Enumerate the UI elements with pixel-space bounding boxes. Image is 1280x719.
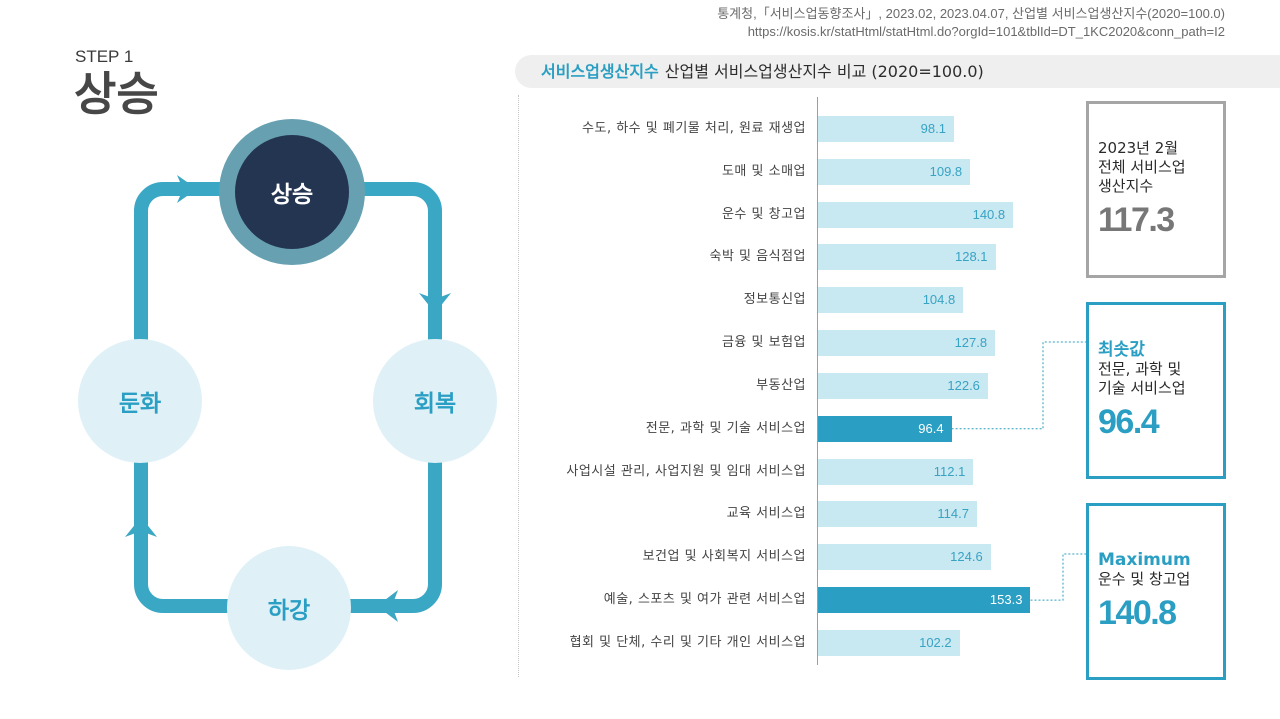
summary-card-maximum: Maximum 운수 및 창고업 140.8 — [1086, 503, 1226, 680]
category-label: 예술, 스포츠 및 여가 관련 서비스업 — [603, 592, 806, 608]
bar: 128.1 — [818, 244, 996, 271]
bar: 112.1 — [818, 458, 974, 485]
card-line: 전문, 과학 및 — [1098, 359, 1182, 378]
cycle-arrow-left-icon — [377, 590, 398, 622]
cycle-node-recovery: 회복 — [373, 339, 497, 463]
cycle-node-label: 둔화 — [118, 391, 162, 417]
cycle-node-label: 상승 — [270, 182, 314, 208]
bar: 104.8 — [818, 287, 964, 314]
dotted-divider — [518, 95, 519, 677]
bar: 140.8 — [818, 201, 1014, 228]
bar-chart: 수도, 하수 및 폐기물 처리, 원료 재생업 98.1 도매 및 소매업 109.8… — [520, 95, 1080, 675]
summary-card-overall: 2023년 2월 전체 서비스업 생산지수 117.3 — [1086, 101, 1226, 278]
bar-value-label: 124.6 — [950, 549, 983, 565]
bar: 98.1 — [818, 116, 954, 142]
bar-value-label: 112.1 — [933, 463, 966, 479]
chart-axis-line — [817, 97, 818, 665]
bar-highlighted: 153.3 — [818, 587, 1031, 614]
cycle-node-rise: 상승 — [219, 119, 365, 265]
step-heading: 상승 — [74, 67, 159, 121]
card-value: 140.8 — [1098, 594, 1177, 632]
chart-title-bar: 서비스업생산지수 산업별 서비스업생산지수 비교 (2020=100.0) — [515, 55, 1280, 88]
category-label: 숙박 및 음식점업 — [709, 249, 806, 265]
cycle-arrow-down-icon — [419, 293, 451, 313]
category-label: 부동산업 — [756, 377, 806, 393]
cycle-node-rise-core: 상승 — [235, 135, 349, 249]
cycle-node-decline: 하강 — [227, 546, 351, 670]
category-label: 보건업 및 사회복지 서비스업 — [642, 549, 806, 565]
card-heading: 최솟값 — [1098, 339, 1145, 360]
bar: 124.6 — [818, 544, 991, 571]
chart-title: 산업별 서비스업생산지수 비교 (2020=100.0) — [664, 62, 984, 81]
bar: 127.8 — [818, 330, 996, 357]
bar-value-label: 122.6 — [947, 377, 980, 393]
card-line: 운수 및 창고업 — [1098, 570, 1191, 588]
category-label: 교육 서비스업 — [726, 506, 806, 522]
category-label: 정보통신업 — [743, 292, 806, 308]
bar-value-label: 109.8 — [929, 163, 963, 179]
bar-value-label: 102.2 — [919, 634, 952, 650]
source-citation: 통계청,「서비스업동향조사」, 2023.02, 2023.04.07, 산업별… — [717, 5, 1225, 41]
cycle-arrow-right-icon — [177, 175, 197, 203]
bar-value-label: 96.4 — [918, 420, 944, 436]
category-label: 금융 및 보험업 — [721, 335, 806, 351]
bar-value-label: 104.8 — [922, 292, 956, 308]
card-line: 기술 서비스업 — [1098, 378, 1186, 397]
category-label: 운수 및 창고업 — [721, 206, 806, 222]
source-url: https://kosis.kr/statHtml/statHtml.do?or… — [747, 24, 1225, 39]
card-line: 전체 서비스업 — [1098, 158, 1186, 176]
bar-value-label: 114.7 — [937, 506, 969, 522]
category-label: 도매 및 소매업 — [721, 163, 806, 179]
chart-title-highlight: 서비스업생산지수 — [541, 62, 659, 81]
cycle-node-label: 회복 — [413, 391, 457, 417]
cycle-node-label: 하강 — [267, 598, 311, 624]
card-value: 117.3 — [1098, 201, 1175, 239]
bar-value-label: 128.1 — [954, 249, 988, 265]
category-label: 전문, 과학 및 기술 서비스업 — [645, 420, 806, 436]
cycle-arrow-up-icon — [125, 517, 157, 537]
source-text: 통계청,「서비스업동향조사」, 2023.02, 2023.04.07, 산업별… — [717, 6, 1225, 21]
step-label: STEP 1 — [75, 47, 134, 66]
card-line: 생산지수 — [1098, 177, 1154, 195]
card-line: 2023년 2월 — [1098, 139, 1179, 157]
card-value: 96.4 — [1098, 402, 1160, 441]
bar: 109.8 — [818, 158, 971, 185]
category-label: 협회 및 단체, 수리 및 기타 개인 서비스업 — [569, 634, 806, 650]
bar-value-label: 153.3 — [989, 592, 1023, 608]
bar-value-label: 140.8 — [972, 206, 1006, 222]
category-label: 사업시설 관리, 사업지원 및 임대 서비스업 — [566, 463, 806, 479]
summary-card-minimum: 최솟값 전문, 과학 및 기술 서비스업 96.4 — [1086, 302, 1226, 479]
category-label: 수도, 하수 및 폐기물 처리, 원료 재생업 — [582, 121, 806, 136]
business-cycle-diagram: 상승 회복 하강 둔화 — [0, 0, 515, 719]
bar-value-label: 127.8 — [954, 335, 988, 351]
bar-value-label: 98.1 — [920, 121, 946, 136]
bar: 102.2 — [818, 629, 960, 656]
card-heading: Maximum — [1098, 550, 1191, 570]
cycle-node-slowdown: 둔화 — [78, 339, 202, 463]
bar: 114.7 — [818, 501, 977, 528]
bar: 122.6 — [818, 372, 988, 399]
bar-highlighted: 96.4 — [818, 415, 952, 442]
